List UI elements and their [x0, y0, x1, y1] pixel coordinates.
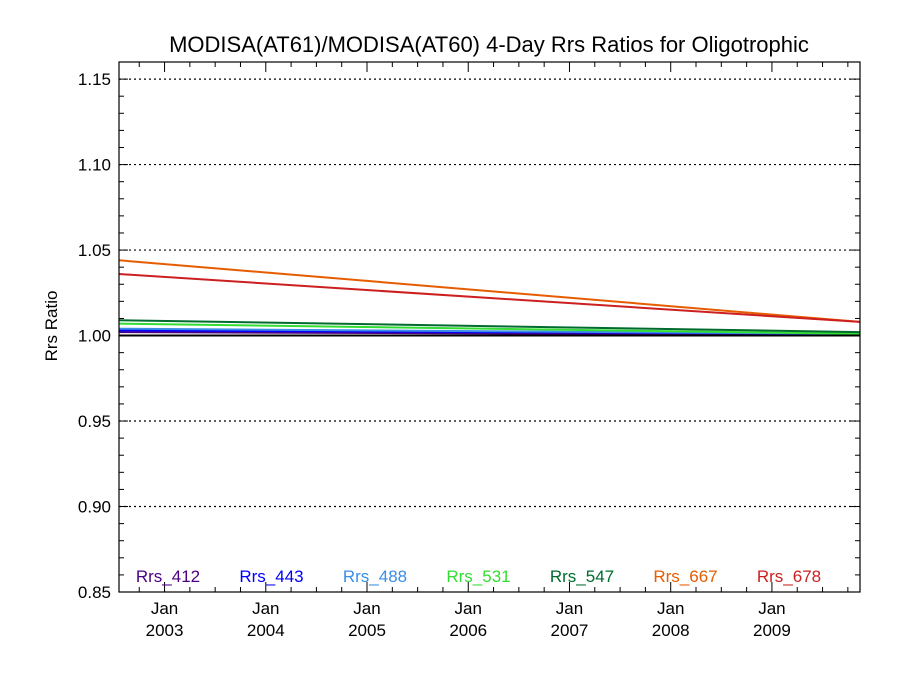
x-tick-label-year: 2004: [247, 621, 285, 640]
legend-label: Rrs_547: [550, 567, 614, 586]
series-line-rrs-412: [118, 331, 861, 336]
series-line-rrs-667: [118, 259, 861, 323]
grid-lines: [119, 78, 860, 508]
y-tick-label: 0.90: [78, 498, 111, 517]
legend-label: Rrs_488: [343, 567, 407, 586]
x-tick-label-month: Jan: [151, 599, 178, 618]
tick-labels: 0.85 0.90 0.95 1.00 1.05 1.10 1.15 Jan 2003 Jan 20…: [78, 70, 791, 640]
x-tick-label-month: Jan: [353, 599, 380, 618]
x-tick-label-month: Jan: [657, 599, 684, 618]
axes: [118, 61, 861, 593]
x-tick-label-year: 2007: [551, 621, 589, 640]
y-tick-label: 0.95: [78, 412, 111, 431]
x-tick-label-month: Jan: [455, 599, 482, 618]
y-tick-label: 1.05: [78, 241, 111, 260]
x-tick-label-year: 2003: [146, 621, 184, 640]
legend-label: Rrs_531: [446, 567, 510, 586]
legend-label: Rrs_667: [653, 567, 717, 586]
y-tick-label: 1.15: [78, 70, 111, 89]
x-tick-label-year: 2008: [652, 621, 690, 640]
x-tick-label-month: Jan: [252, 599, 279, 618]
series-lines: [118, 259, 861, 337]
series-line-rrs-547: [118, 319, 861, 334]
x-tick-label-year: 2005: [348, 621, 386, 640]
plot-frame: [118, 61, 861, 593]
legend: Rrs_412 Rrs_443 Rrs_488 Rrs_531 Rrs_547 Rrs_6…: [136, 567, 821, 586]
series-line-rrs-531: [118, 322, 861, 335]
x-tick-label-year: 2006: [449, 621, 487, 640]
y-tick-label: 1.00: [78, 327, 111, 346]
x-tick-label-month: Jan: [556, 599, 583, 618]
y-tick-label: 0.85: [78, 583, 111, 602]
x-tick-label-year: 2009: [753, 621, 791, 640]
x-tick-label-month: Jan: [758, 599, 785, 618]
legend-label: Rrs_412: [136, 567, 200, 586]
legend-label: Rrs_678: [757, 567, 821, 586]
chart-title: MODISA(AT61)/MODISA(AT60) 4-Day Rrs Rati…: [169, 32, 809, 57]
y-tick-label: 1.10: [78, 156, 111, 175]
legend-label: Rrs_443: [239, 567, 303, 586]
series-line-rrs-678: [118, 273, 861, 323]
y-axis-label: Rrs Ratio: [42, 291, 61, 362]
